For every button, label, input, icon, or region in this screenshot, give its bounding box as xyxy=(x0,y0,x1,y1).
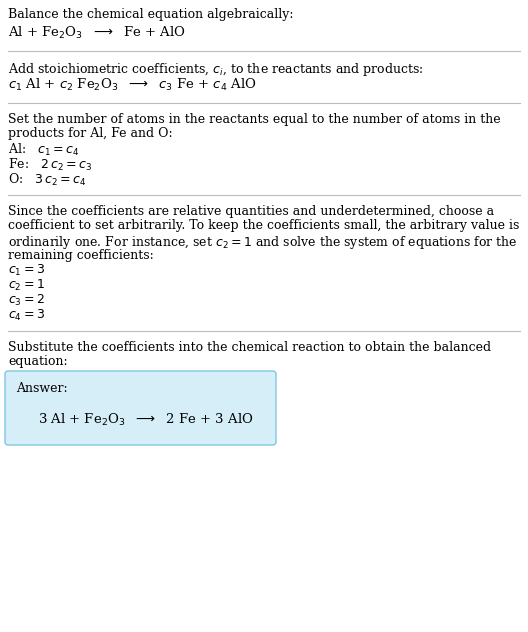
Text: $c_2 = 1$: $c_2 = 1$ xyxy=(8,278,45,293)
Text: Set the number of atoms in the reactants equal to the number of atoms in the: Set the number of atoms in the reactants… xyxy=(8,113,501,126)
Text: Balance the chemical equation algebraically:: Balance the chemical equation algebraica… xyxy=(8,8,294,21)
Text: equation:: equation: xyxy=(8,355,68,368)
Text: coefficient to set arbitrarily. To keep the coefficients small, the arbitrary va: coefficient to set arbitrarily. To keep … xyxy=(8,219,520,233)
Text: $c_1$ Al + $c_2$ Fe$_2$O$_3$  $\longrightarrow$  $c_3$ Fe + $c_4$ AlO: $c_1$ Al + $c_2$ Fe$_2$O$_3$ $\longright… xyxy=(8,77,257,93)
Text: Since the coefficients are relative quantities and underdetermined, choose a: Since the coefficients are relative quan… xyxy=(8,205,494,218)
Text: Al:   $c_1 = c_4$: Al: $c_1 = c_4$ xyxy=(8,142,79,158)
Text: remaining coefficients:: remaining coefficients: xyxy=(8,248,154,262)
Text: Substitute the coefficients into the chemical reaction to obtain the balanced: Substitute the coefficients into the che… xyxy=(8,341,491,354)
Text: products for Al, Fe and O:: products for Al, Fe and O: xyxy=(8,128,173,140)
Text: Al + Fe$_2$O$_3$  $\longrightarrow$  Fe + AlO: Al + Fe$_2$O$_3$ $\longrightarrow$ Fe + … xyxy=(8,25,185,40)
Text: 3 Al + Fe$_2$O$_3$  $\longrightarrow$  2 Fe + 3 AlO: 3 Al + Fe$_2$O$_3$ $\longrightarrow$ 2 F… xyxy=(38,412,253,428)
Text: O:   $3\,c_2 = c_4$: O: $3\,c_2 = c_4$ xyxy=(8,172,87,188)
Text: ordinarily one. For instance, set $c_2 = 1$ and solve the system of equations fo: ordinarily one. For instance, set $c_2 =… xyxy=(8,234,517,251)
Text: $c_1 = 3$: $c_1 = 3$ xyxy=(8,263,45,278)
Text: Answer:: Answer: xyxy=(16,382,68,395)
FancyBboxPatch shape xyxy=(5,371,276,445)
Text: $c_4 = 3$: $c_4 = 3$ xyxy=(8,308,45,323)
Text: Add stoichiometric coefficients, $c_i$, to the reactants and products:: Add stoichiometric coefficients, $c_i$, … xyxy=(8,61,423,78)
Text: $c_3 = 2$: $c_3 = 2$ xyxy=(8,293,45,308)
Text: Fe:   $2\,c_2 = c_3$: Fe: $2\,c_2 = c_3$ xyxy=(8,157,92,173)
